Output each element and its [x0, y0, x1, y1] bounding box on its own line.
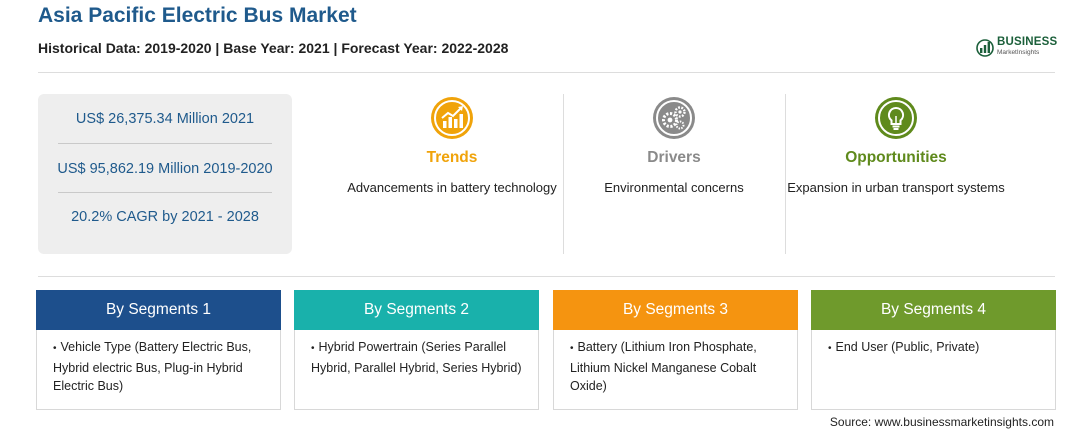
- logo-wordmark: BUSINESS: [997, 36, 1058, 48]
- stat-divider: [58, 192, 272, 193]
- stat-market-size-historical: US$ 95,862.19 Million 2019-2020: [57, 161, 273, 177]
- segment-4-header: By Segments 4: [811, 290, 1056, 330]
- segment-3-item: • Battery (Lithium Iron Phosphate, Lithiu…: [570, 338, 788, 396]
- lightbulb-icon: [875, 97, 917, 139]
- column-divider: [785, 94, 786, 254]
- drivers-heading: Drivers: [647, 149, 701, 166]
- trend-chart-icon: [431, 97, 473, 139]
- top-divider: [38, 72, 1055, 73]
- opportunities-column: Opportunities Expansion in urban transpo…: [786, 96, 1006, 256]
- bullet-icon: •: [570, 343, 574, 354]
- segment-card-1: By Segments 1 • Vehicle Type (Battery Ele…: [36, 290, 281, 410]
- segment-2-item: • Hybrid Powertrain (Series Parallel Hybr…: [311, 338, 529, 377]
- segment-4-item: • End User (Public, Private): [828, 338, 1046, 359]
- drivers-column: Drivers Environmental concerns: [564, 96, 784, 256]
- segment-card-2: By Segments 2 • Hybrid Powertrain (Series…: [294, 290, 539, 410]
- trends-text: Advancements in battery technology: [347, 180, 557, 195]
- segment-3-header: By Segments 3: [553, 290, 798, 330]
- column-divider: [563, 94, 564, 254]
- middle-divider: [38, 276, 1055, 277]
- bullet-icon: •: [311, 343, 315, 354]
- gears-icon: [653, 97, 695, 139]
- bullet-icon: •: [828, 343, 832, 354]
- opportunities-heading: Opportunities: [845, 149, 947, 166]
- segment-3-text: Battery (Lithium Iron Phosphate, Lithium…: [570, 340, 757, 393]
- page-subtitle: Historical Data: 2019-2020 | Base Year: …: [38, 40, 509, 56]
- source-link[interactable]: Source: www.businessmarketinsights.com: [829, 415, 1054, 429]
- segment-2-text: Hybrid Powertrain (Series Parallel Hybri…: [311, 340, 522, 375]
- segment-card-3: By Segments 3 • Battery (Lithium Iron Pho…: [553, 290, 798, 410]
- trends-column: Trends Advancements in battery technolog…: [342, 96, 562, 256]
- logo-tagline: MarketInsights: [997, 49, 1040, 56]
- company-logo[interactable]: BUSINESS MarketInsights: [975, 35, 1065, 61]
- stat-divider: [58, 143, 272, 144]
- segment-1-text: Vehicle Type (Battery Electric Bus, Hybr…: [53, 340, 252, 393]
- stat-market-size-2021: US$ 26,375.34 Million 2021: [75, 111, 255, 127]
- stat-cagr: 20.2% CAGR by 2021 - 2028: [71, 209, 259, 225]
- market-stats-panel: US$ 26,375.34 Million 2021 US$ 95,862.19…: [38, 94, 292, 254]
- segment-2-header: By Segments 2: [294, 290, 539, 330]
- drivers-text: Environmental concerns: [604, 180, 744, 195]
- page-title: Asia Pacific Electric Bus Market: [38, 4, 357, 27]
- segment-1-header: By Segments 1: [36, 290, 281, 330]
- bullet-icon: •: [53, 343, 57, 354]
- logo-globe-icon: [976, 39, 994, 57]
- segment-1-item: • Vehicle Type (Battery Electric Bus, Hyb…: [53, 338, 271, 396]
- segment-4-text: End User (Public, Private): [835, 340, 980, 354]
- opportunities-text: Expansion in urban transport systems: [787, 180, 1005, 195]
- trends-heading: Trends: [426, 149, 478, 166]
- segment-card-4: By Segments 4 • End User (Public, Private…: [811, 290, 1056, 410]
